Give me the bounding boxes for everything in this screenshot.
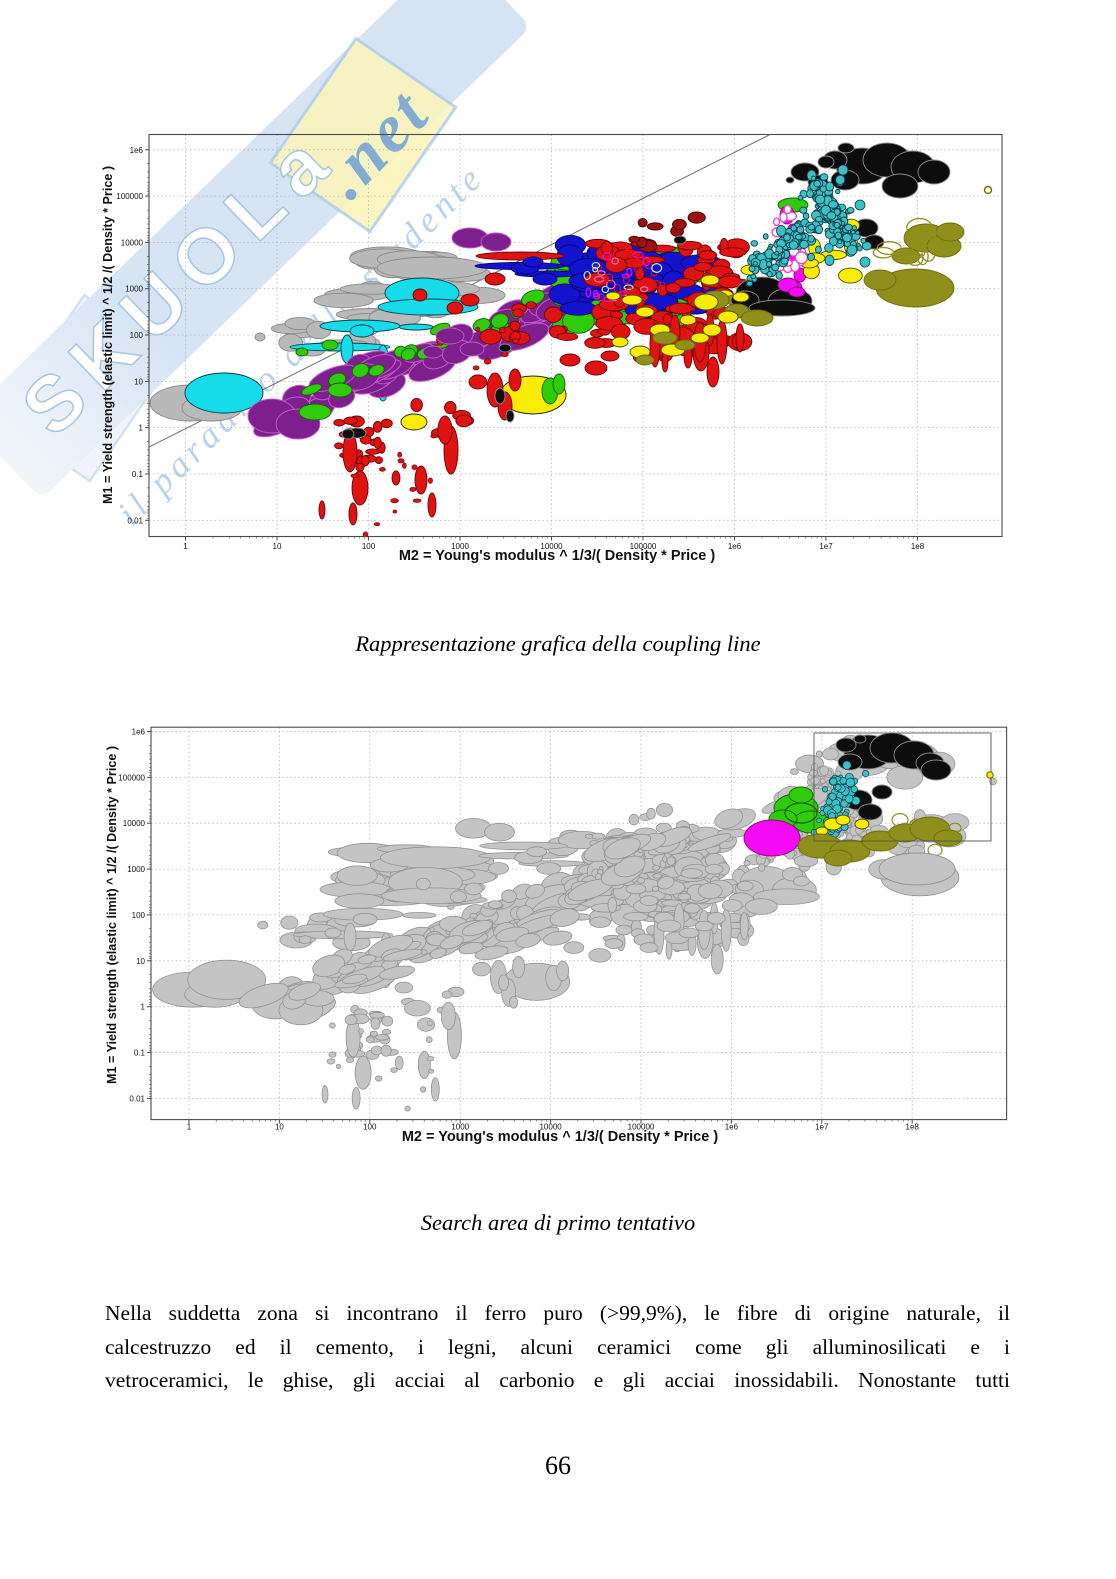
- svg-text:1000: 1000: [127, 865, 145, 874]
- svg-text:1e6: 1e6: [728, 542, 742, 551]
- svg-text:10: 10: [136, 957, 145, 966]
- svg-text:100000: 100000: [630, 542, 657, 551]
- svg-text:M1 = Yield strength (elastic l: M1 = Yield strength (elastic limit) ^ 1/…: [101, 166, 115, 504]
- svg-text:M2 = Young's modulus ^ 1/3/( D: M2 = Young's modulus ^ 1/3/( Density * P…: [402, 1129, 719, 1145]
- svg-text:100000: 100000: [118, 773, 145, 782]
- svg-text:10000: 10000: [121, 238, 144, 247]
- svg-text:10: 10: [275, 1123, 284, 1132]
- svg-text:10: 10: [134, 377, 143, 386]
- svg-text:10000: 10000: [539, 1123, 562, 1132]
- svg-text:1000: 1000: [125, 285, 143, 294]
- svg-text:1e6: 1e6: [725, 1123, 739, 1132]
- svg-text:1: 1: [141, 1003, 146, 1012]
- svg-text:0.1: 0.1: [134, 1049, 146, 1058]
- svg-text:100000: 100000: [628, 1123, 655, 1132]
- svg-text:100: 100: [363, 1123, 377, 1132]
- svg-text:1e7: 1e7: [815, 1123, 829, 1132]
- svg-text:1: 1: [183, 542, 188, 551]
- svg-text:1e7: 1e7: [819, 542, 833, 551]
- svg-text:M2 = Young's modulus ^ 1/3/( D: M2 = Young's modulus ^ 1/3/( Density * P…: [399, 548, 716, 564]
- svg-text:1: 1: [187, 1123, 192, 1132]
- svg-text:10000: 10000: [540, 542, 563, 551]
- svg-text:10000: 10000: [123, 819, 146, 828]
- svg-text:100: 100: [362, 542, 376, 551]
- svg-text:10: 10: [273, 542, 282, 551]
- svg-text:0.01: 0.01: [127, 516, 143, 525]
- svg-text:1: 1: [139, 424, 144, 433]
- svg-text:M1 = Yield strength (elastic l: M1 = Yield strength (elastic limit) ^ 1/…: [105, 746, 119, 1084]
- svg-text:1e8: 1e8: [911, 542, 925, 551]
- svg-text:0.01: 0.01: [129, 1094, 145, 1103]
- svg-text:100: 100: [132, 911, 146, 920]
- svg-text:1000: 1000: [451, 542, 469, 551]
- svg-text:1e6: 1e6: [130, 146, 144, 155]
- svg-text:0.1: 0.1: [132, 470, 144, 479]
- svg-text:1000: 1000: [451, 1123, 469, 1132]
- svg-text:1e8: 1e8: [906, 1123, 920, 1132]
- svg-text:100000: 100000: [116, 192, 143, 201]
- svg-text:100: 100: [130, 331, 144, 340]
- svg-text:1e6: 1e6: [132, 728, 146, 737]
